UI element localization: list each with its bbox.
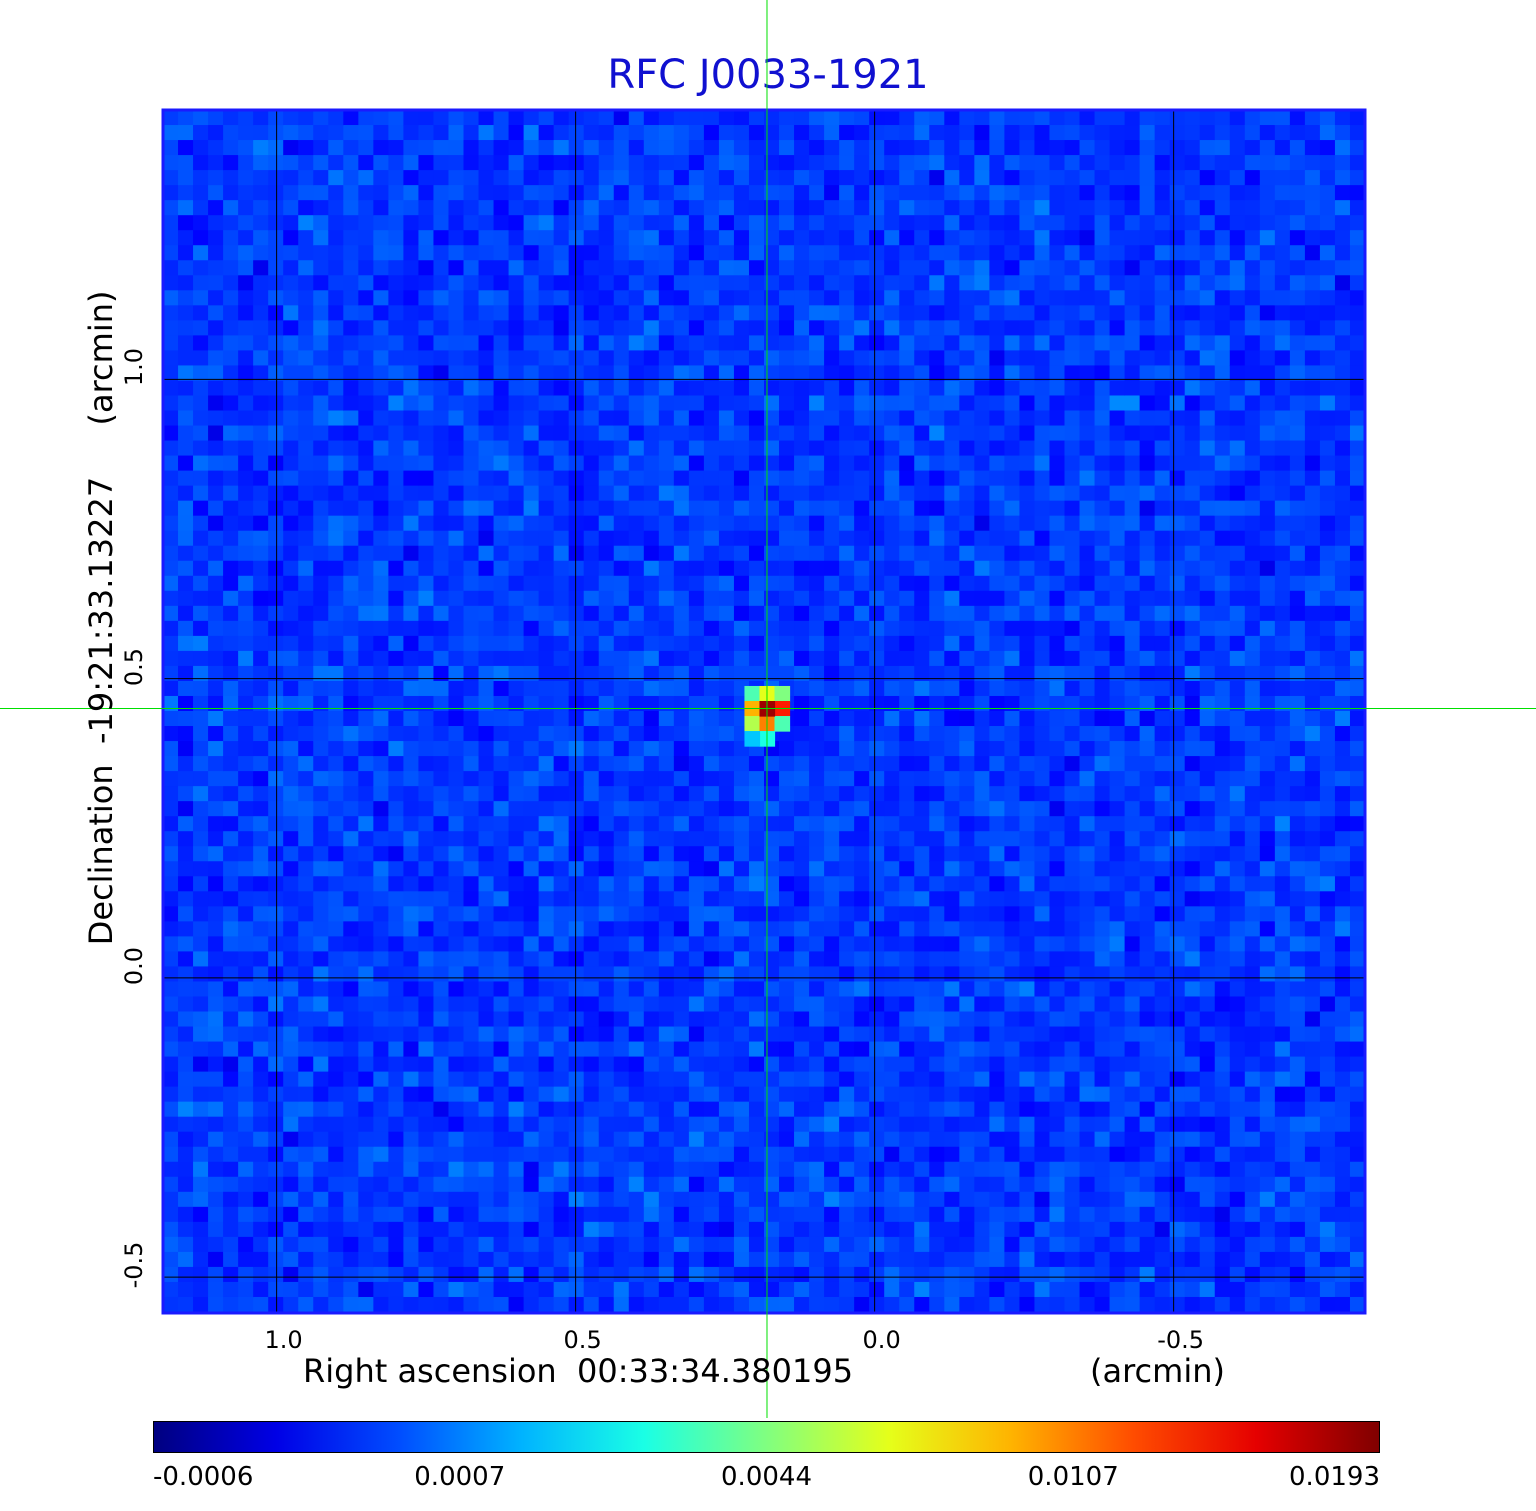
y-tick-label: 0.5 [120, 647, 148, 686]
x-tick-label: 0.0 [862, 1326, 901, 1354]
x-tick-label: -0.5 [1157, 1326, 1205, 1354]
grid-lines [163, 110, 1365, 1313]
y-tick-label: 1.0 [120, 348, 148, 387]
colorbar-label: 0.0007 [414, 1462, 506, 1492]
colorbar [153, 1421, 1380, 1453]
chart-title: RFC J0033-1921 [607, 52, 929, 98]
heatmap-plot [0, 0, 1536, 1418]
x-tick-label: 0.5 [563, 1326, 602, 1354]
y-tick-label: -0.5 [120, 1241, 148, 1289]
x-axis-unit: (arcmin) [1090, 1352, 1225, 1390]
colorbar-label: -0.0006 [153, 1462, 254, 1492]
colorbar-label: 0.0107 [1027, 1462, 1119, 1492]
x-axis-label: Right ascension 00:33:34.380195 [303, 1352, 854, 1390]
x-tick-label: 1.0 [264, 1326, 303, 1354]
colorbar-label: 0.0193 [1289, 1462, 1380, 1492]
plot-frame [161, 108, 1367, 1315]
colorbar-label: 0.0044 [721, 1462, 812, 1492]
y-tick-label: 0.0 [120, 946, 148, 985]
y-axis-label: Declination -19:21:33.13227 [82, 476, 120, 946]
y-axis-unit: (arcmin) [82, 290, 120, 426]
heatmap-pixels [163, 110, 1366, 1313]
crosshair [0, 0, 1536, 1418]
